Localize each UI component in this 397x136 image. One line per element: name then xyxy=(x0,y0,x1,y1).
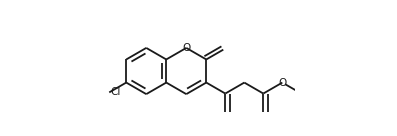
Text: Cl: Cl xyxy=(110,87,120,97)
Text: O: O xyxy=(182,43,191,53)
Text: O: O xyxy=(278,78,287,88)
